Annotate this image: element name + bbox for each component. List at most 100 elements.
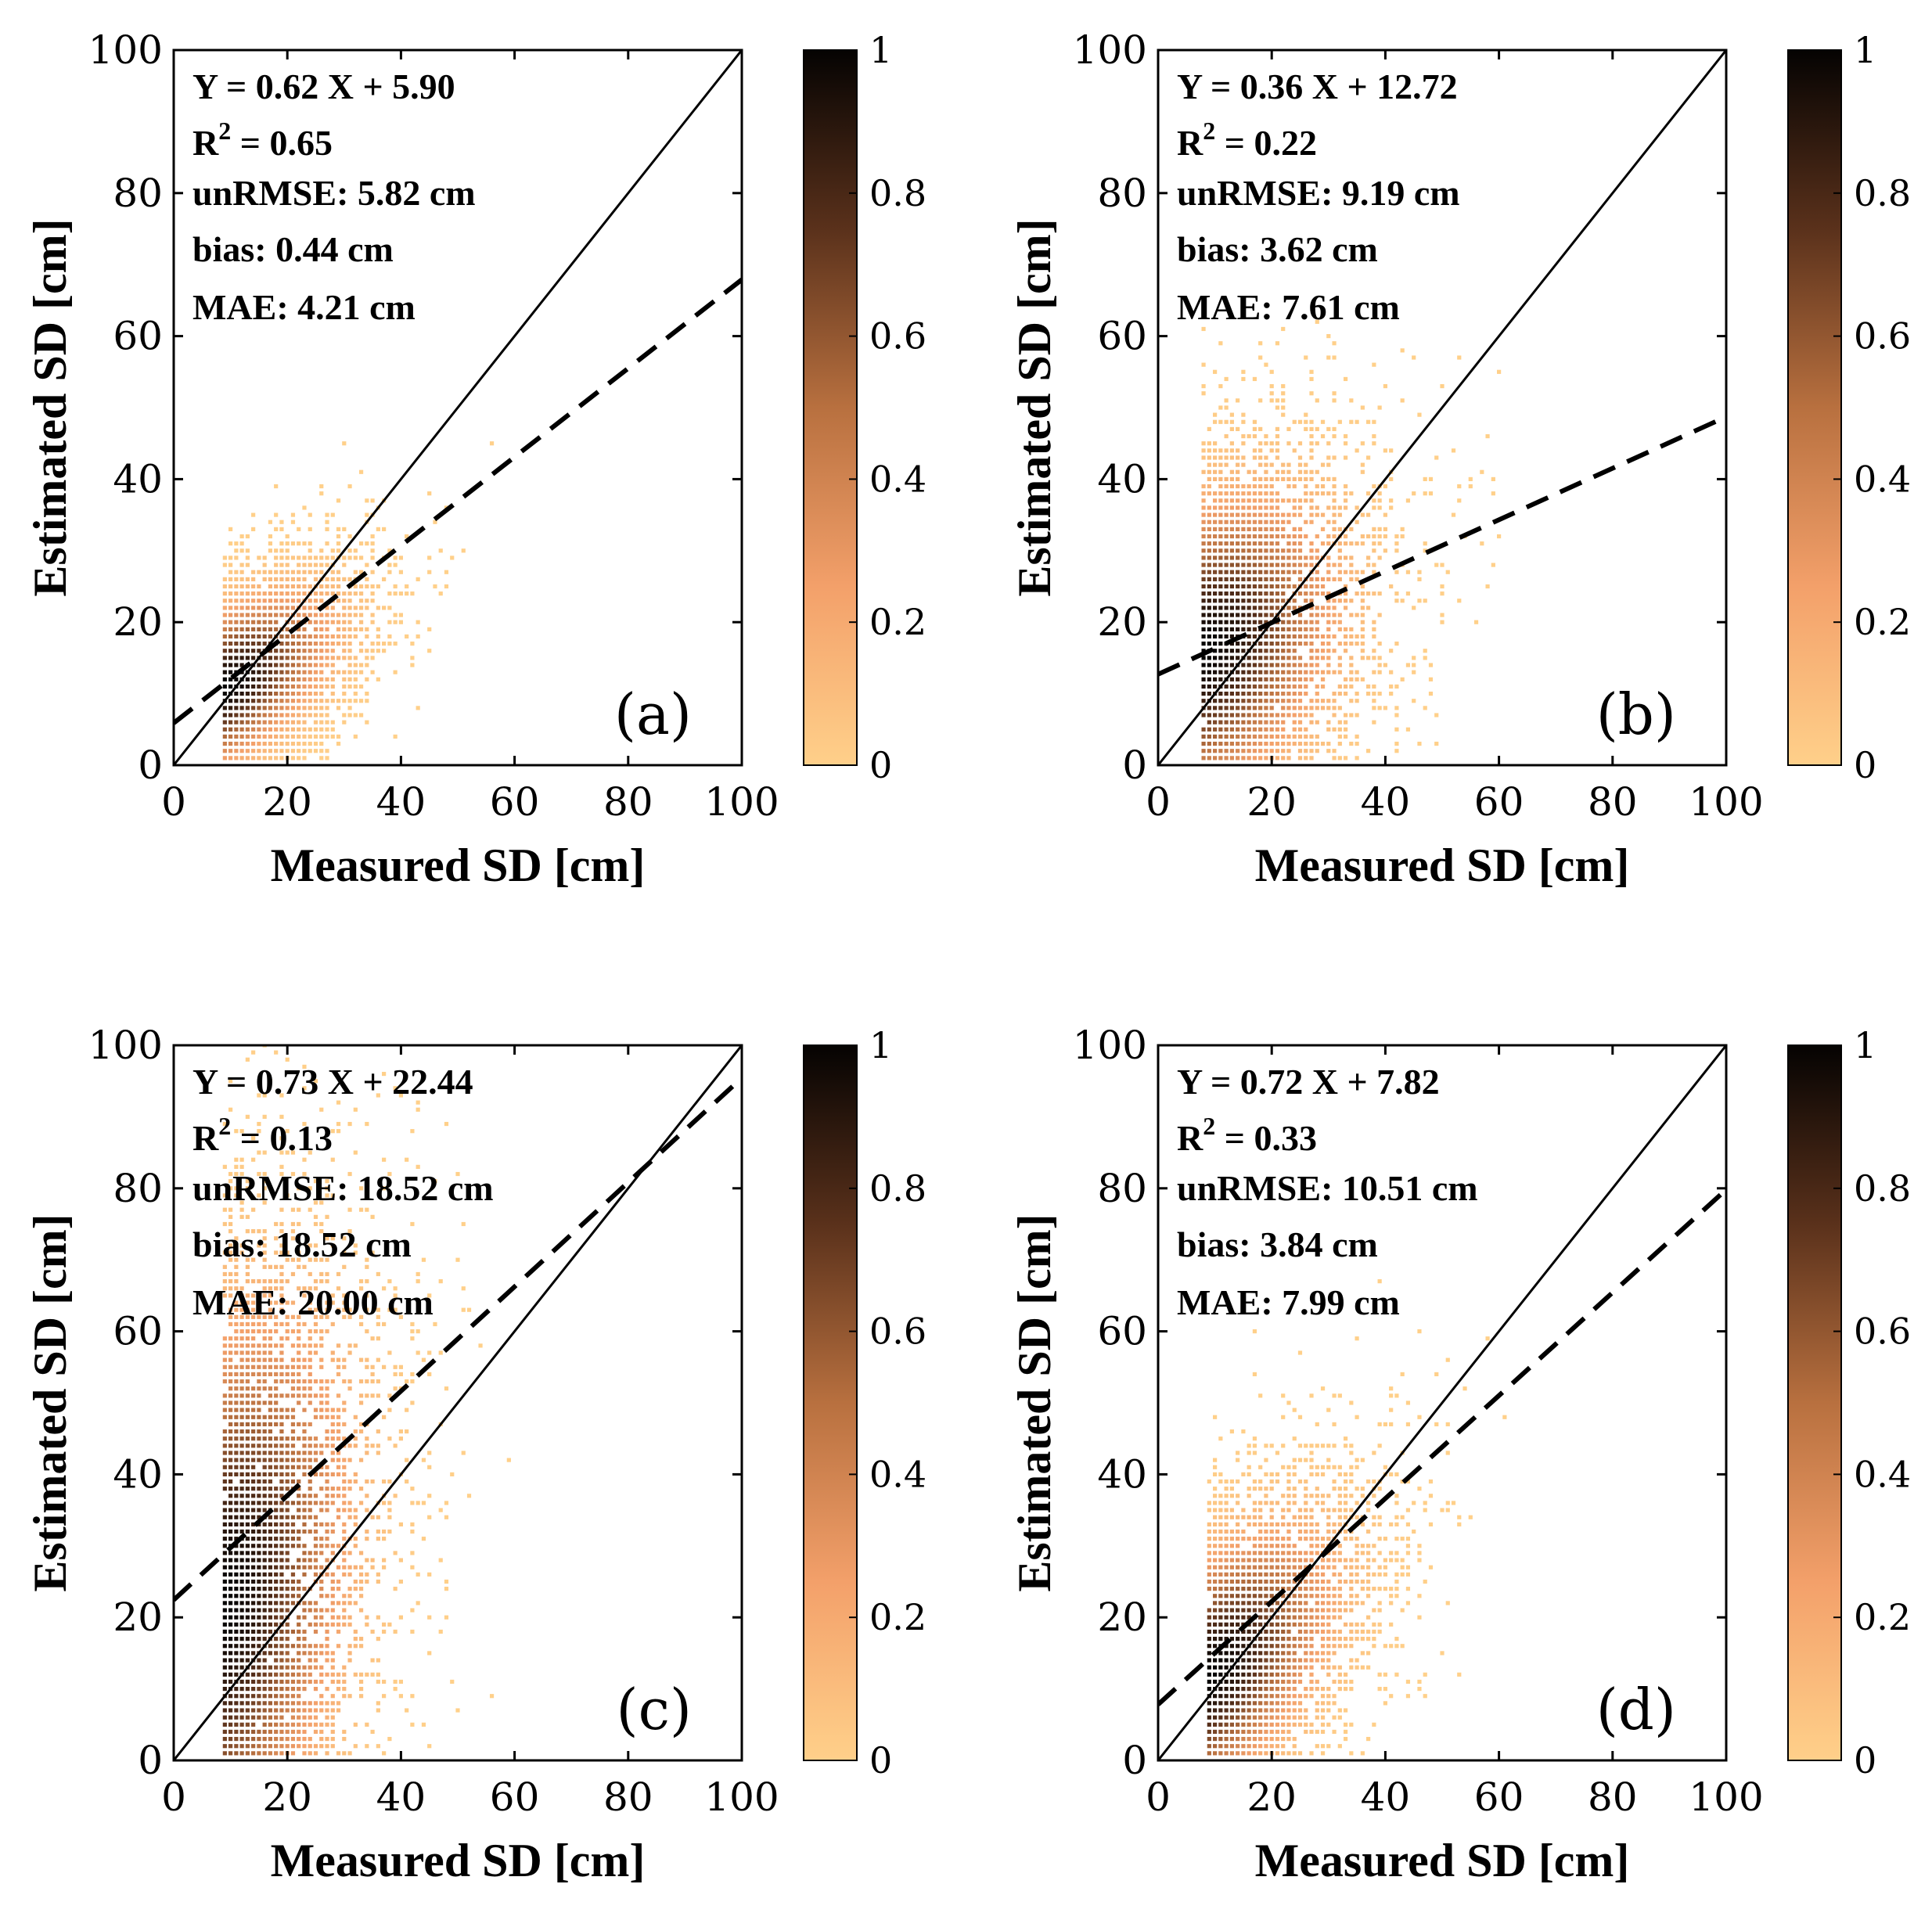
density-point (1372, 1544, 1376, 1548)
density-point (290, 1343, 296, 1348)
density-point (1258, 577, 1263, 581)
density-point (1247, 606, 1251, 610)
density-point (1269, 1744, 1274, 1749)
density-point (1213, 670, 1218, 674)
density-point (279, 1114, 284, 1119)
density-point (228, 1679, 233, 1684)
density-point (308, 1422, 312, 1427)
density-point (290, 1458, 296, 1462)
density-point (1252, 606, 1257, 610)
density-point (251, 1336, 256, 1341)
density-point (393, 620, 398, 624)
density-point (239, 720, 244, 724)
density-point (1264, 1644, 1268, 1649)
density-point (1326, 577, 1331, 581)
density-point (285, 577, 290, 581)
density-point (405, 1379, 409, 1384)
density-point (239, 620, 244, 624)
density-point (365, 1558, 369, 1562)
density-point (1286, 1722, 1291, 1727)
density-point (1389, 1422, 1394, 1427)
density-point (1360, 1579, 1365, 1584)
density-point (1423, 656, 1427, 660)
density-point (1224, 584, 1229, 589)
density-point (358, 570, 364, 574)
density-point (1315, 1594, 1319, 1598)
density-point (427, 1372, 432, 1377)
density-point (257, 556, 261, 560)
density-point (279, 1286, 284, 1291)
density-point (1264, 433, 1268, 439)
density-point (1383, 484, 1387, 489)
density-point (1355, 1336, 1359, 1341)
density-point (1343, 484, 1348, 489)
density-point (257, 1751, 261, 1756)
density-point (1383, 706, 1387, 710)
density-point (1218, 1658, 1223, 1663)
r2-symbol: R (192, 123, 219, 163)
density-point (1247, 1551, 1251, 1555)
density-point (1247, 1736, 1251, 1742)
x-tick-label: 100 (704, 1774, 779, 1820)
density-point (297, 613, 301, 617)
density-point (268, 706, 273, 710)
density-point (302, 727, 307, 732)
density-point (262, 591, 267, 596)
density-point (427, 570, 432, 574)
density-point (285, 548, 290, 553)
density-point (1213, 1751, 1218, 1756)
density-point (1218, 548, 1223, 553)
regression-line (1158, 414, 1726, 677)
density-point (1292, 541, 1297, 546)
density-point (1332, 1465, 1337, 1469)
axes-frame (1157, 49, 1728, 767)
density-point (1224, 620, 1229, 624)
density-point (325, 591, 329, 596)
density-point (239, 1343, 244, 1348)
x-tick-label: 80 (603, 1774, 653, 1820)
density-point (1297, 756, 1303, 760)
density-point (1423, 1508, 1427, 1512)
density-point (1332, 649, 1337, 653)
density-point (1349, 1587, 1354, 1591)
density-point (1264, 1665, 1268, 1670)
density-point (1224, 749, 1229, 753)
density-point (1491, 476, 1495, 481)
density-point (1304, 520, 1308, 524)
density-point (1292, 663, 1297, 667)
density-point (1247, 1687, 1251, 1692)
density-point (1252, 577, 1257, 581)
density-points (1201, 319, 1502, 760)
density-point (1247, 1608, 1251, 1613)
density-point (1264, 584, 1268, 589)
density-point (1258, 677, 1263, 681)
density-point (1326, 556, 1331, 560)
density-point (336, 541, 341, 546)
density-point (239, 1293, 244, 1298)
density-point (1252, 1729, 1257, 1735)
density-point (1241, 1529, 1246, 1534)
density-point (1297, 1522, 1303, 1526)
density-point (1343, 734, 1348, 739)
density-point (245, 1522, 250, 1526)
density-point (268, 1458, 273, 1462)
density-point (1247, 713, 1251, 717)
density-point (325, 1494, 329, 1498)
density-point (251, 1687, 256, 1692)
density-point (297, 1487, 301, 1491)
density-point (251, 1350, 256, 1355)
density-point (1218, 670, 1223, 674)
density-point (330, 1579, 335, 1584)
density-point (1320, 1508, 1326, 1512)
density-point (1309, 391, 1314, 396)
density-point (1281, 1579, 1286, 1584)
density-point (245, 684, 250, 689)
density-point (1366, 1651, 1371, 1656)
density-point (376, 1444, 380, 1448)
density-point (251, 1472, 256, 1476)
density-point (1286, 1665, 1291, 1670)
density-point (308, 1736, 312, 1742)
density-point (347, 1343, 352, 1348)
density-point (1213, 1608, 1218, 1613)
density-point (290, 1393, 296, 1398)
